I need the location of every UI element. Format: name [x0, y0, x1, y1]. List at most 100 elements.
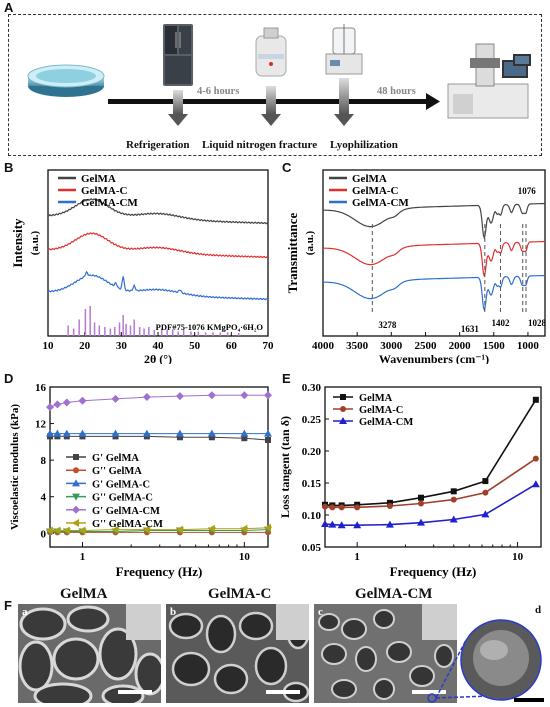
- sem-sublabel-c: c: [318, 606, 323, 618]
- panel-label-a: A: [4, 0, 14, 15]
- series-line-gelma-cm: [323, 274, 545, 312]
- annotation-label: 1631: [461, 324, 480, 334]
- time-label-2: 48 hours: [377, 86, 416, 97]
- legend-label: GelMA: [359, 393, 393, 404]
- data-point: [142, 525, 150, 534]
- data-point: [450, 488, 457, 495]
- series-line-gelma: [47, 198, 269, 225]
- data-point: [386, 499, 393, 506]
- legend-marker: [73, 467, 79, 474]
- legend-label: GelMA: [352, 173, 387, 185]
- y-axis-unit: (a.u.): [29, 230, 41, 255]
- data-point: [241, 435, 248, 442]
- plot-frame: [49, 386, 269, 548]
- x-tick-label: 40: [153, 340, 165, 352]
- x-tick-label: 30: [116, 340, 128, 352]
- data-point: [62, 398, 71, 407]
- x-tick-label: 1500: [483, 340, 506, 352]
- legend-label: G' GelMA-C: [92, 479, 150, 490]
- data-point: [53, 400, 62, 409]
- sem-sublabel-a: a: [22, 606, 28, 618]
- y-axis-label: Intensity: [10, 218, 25, 268]
- step-arrow-ln2: [261, 86, 281, 126]
- data-point: [321, 519, 329, 527]
- step-arrow-refrigeration: [168, 90, 188, 126]
- legend-marker: [73, 454, 79, 460]
- plot-frame: [324, 386, 542, 548]
- data-point: [78, 396, 87, 405]
- legend-label: G'' GelMA: [92, 466, 142, 477]
- x-tick-label: 1: [80, 551, 86, 563]
- sem-sublabel-d: d: [535, 604, 542, 616]
- y-tick-label: 0.15: [302, 478, 322, 490]
- y-tick-label: 12: [35, 419, 47, 431]
- legend-marker: [340, 394, 346, 400]
- y-axis-label: Loss tangent (tan δ): [278, 416, 292, 518]
- data-point: [142, 429, 151, 437]
- y-tick-label: 16: [35, 382, 47, 394]
- annotation-label: 1028: [528, 318, 547, 328]
- x-tick-label: 10: [239, 551, 251, 563]
- x-tick-label: 50: [189, 340, 201, 352]
- annotation-label: 3278: [378, 320, 397, 330]
- series-line: [50, 435, 269, 441]
- x-tick-label: 10: [512, 551, 524, 563]
- data-point: [240, 524, 248, 533]
- data-point: [337, 521, 346, 529]
- data-point: [208, 434, 215, 441]
- freeze-dryer-icon: [325, 24, 363, 75]
- data-point: [322, 503, 328, 510]
- data-point: [46, 429, 54, 437]
- series-line: [324, 458, 537, 509]
- x-tick-label: 60: [226, 340, 238, 352]
- data-point: [264, 523, 271, 532]
- data-point: [418, 500, 425, 507]
- data-point: [142, 393, 151, 402]
- series-line: [50, 527, 269, 531]
- data-point: [46, 403, 54, 412]
- y-axis-unit: (a.u.): [304, 230, 316, 255]
- data-point: [53, 526, 61, 535]
- viscoelastic-modulus-chart: 0 4 8 12 16 1 10 Frequency (Hz) Viscoelastic mod…: [9, 382, 272, 579]
- step-liquid-nitrogen-fracture: Liquid nitrogen fracture: [202, 139, 318, 151]
- x-tick-label: 4000: [312, 340, 335, 352]
- y-tick-label: 0.10: [302, 510, 322, 522]
- legend-marker: [340, 406, 346, 412]
- data-point: [531, 480, 540, 488]
- data-point: [329, 504, 336, 511]
- sem-image-gelma-cm: c: [314, 604, 457, 703]
- data-point: [328, 520, 337, 528]
- x-tick-label: 70: [263, 340, 275, 352]
- data-point: [175, 525, 183, 534]
- data-point: [385, 520, 394, 528]
- sem-image-gelma-c: b: [166, 604, 309, 703]
- data-point: [207, 391, 216, 400]
- ftir-chart: 4000 3500 3000 2500 2000 1500 1000 Wavenumbers …: [285, 169, 547, 364]
- sem-title-gelma-c: GelMA-C: [208, 586, 272, 602]
- legend-label: GelMA-CM: [352, 197, 409, 209]
- legend-label: GelMA-CM: [359, 417, 413, 428]
- x-axis-label: 2θ (°): [144, 352, 172, 364]
- data-point: [175, 392, 184, 401]
- data-point: [111, 394, 120, 403]
- zoom-connector: [435, 619, 544, 702]
- legend-label: GelMA-CM: [81, 197, 138, 209]
- legend-marker: [72, 479, 80, 487]
- legend-label: GelMA-C: [359, 405, 403, 416]
- panel-label-f: F: [4, 598, 12, 613]
- x-axis-label: Wavenumbers (cm⁻¹): [379, 352, 489, 364]
- data-point: [532, 455, 539, 462]
- panel-label-b: B: [4, 160, 14, 175]
- liquid-nitrogen-tank-icon: [255, 27, 287, 77]
- step-refrigeration: Refrigeration: [126, 139, 190, 151]
- data-point: [111, 525, 119, 534]
- y-axis-label: Viscoelastic modulus (kPa): [9, 404, 21, 530]
- x-tick-label: 20: [79, 340, 91, 352]
- legend-label: GelMA: [81, 173, 116, 185]
- series-line: [50, 529, 269, 532]
- y-tick-label: 0.20: [302, 446, 322, 458]
- data-point: [62, 526, 70, 535]
- panel-label-c: C: [282, 160, 292, 175]
- y-tick-label: 0.30: [302, 382, 322, 394]
- data-point: [78, 526, 86, 535]
